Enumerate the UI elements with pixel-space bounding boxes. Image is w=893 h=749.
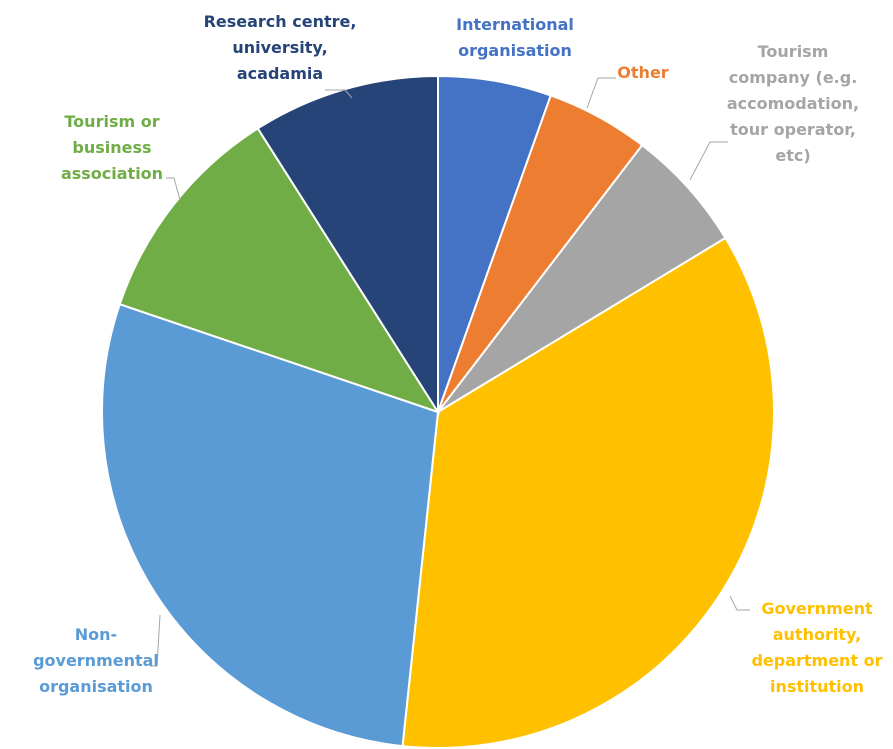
- slice-label-line: governmental: [33, 651, 159, 670]
- slice-label-line: organisation: [39, 677, 153, 696]
- slice-label-0: International organisation: [456, 15, 574, 60]
- leader-line-4: [150, 614, 161, 667]
- slice-label-line: company (e.g.: [729, 68, 858, 87]
- slice-label-line: Tourism or: [64, 112, 159, 131]
- slice-label-line: Tourism: [758, 42, 829, 61]
- slice-label-line: acadamia: [237, 64, 323, 83]
- slice-labels: International organisation Other Tourism com…: [33, 12, 883, 696]
- slice-label-line: institution: [770, 677, 864, 696]
- leader-line-6: [325, 89, 353, 99]
- slice-label-line: accomodation,: [727, 94, 859, 113]
- leader-lines: [150, 77, 750, 667]
- slice-label-line: association: [61, 164, 163, 183]
- leader-line-1: [586, 77, 616, 109]
- slice-label-5: Tourism or business association: [61, 112, 163, 183]
- slice-label-3: Government authority, department or institu…: [751, 599, 882, 696]
- slice-label-line: International: [456, 15, 574, 34]
- slice-label-line: Non-: [75, 625, 117, 644]
- slice-label-line: Other: [617, 63, 668, 82]
- slice-label-line: etc): [775, 146, 810, 165]
- pie-slice-4: [101, 302, 440, 748]
- slice-label-line: organisation: [458, 41, 572, 60]
- slice-label-line: department or: [751, 651, 882, 670]
- pie-slice-2: [437, 143, 727, 413]
- leader-line-5: [166, 177, 181, 201]
- pie-slice-3: [401, 236, 776, 749]
- slice-label-line: Research centre,: [204, 12, 357, 31]
- slice-label-2: Tourism company (e.g. accomodation, tour op…: [727, 42, 859, 165]
- leader-line-2: [689, 141, 728, 181]
- pie-slice-5: [118, 127, 441, 414]
- slice-label-line: university,: [232, 38, 327, 57]
- slice-label-line: tour operator,: [730, 120, 856, 139]
- slice-label-line: business: [72, 138, 151, 157]
- pie-slices: [101, 74, 776, 749]
- slice-label-4: Non-governmental organisation: [33, 625, 159, 696]
- slice-label-line: Government: [761, 599, 873, 618]
- slice-label-6: Research centre, university, acadamia: [204, 12, 357, 83]
- leader-line-3: [729, 595, 750, 611]
- slice-label-line: authority,: [773, 625, 862, 644]
- pie-slice-6: [256, 74, 439, 416]
- slice-label-1: Other: [617, 63, 668, 82]
